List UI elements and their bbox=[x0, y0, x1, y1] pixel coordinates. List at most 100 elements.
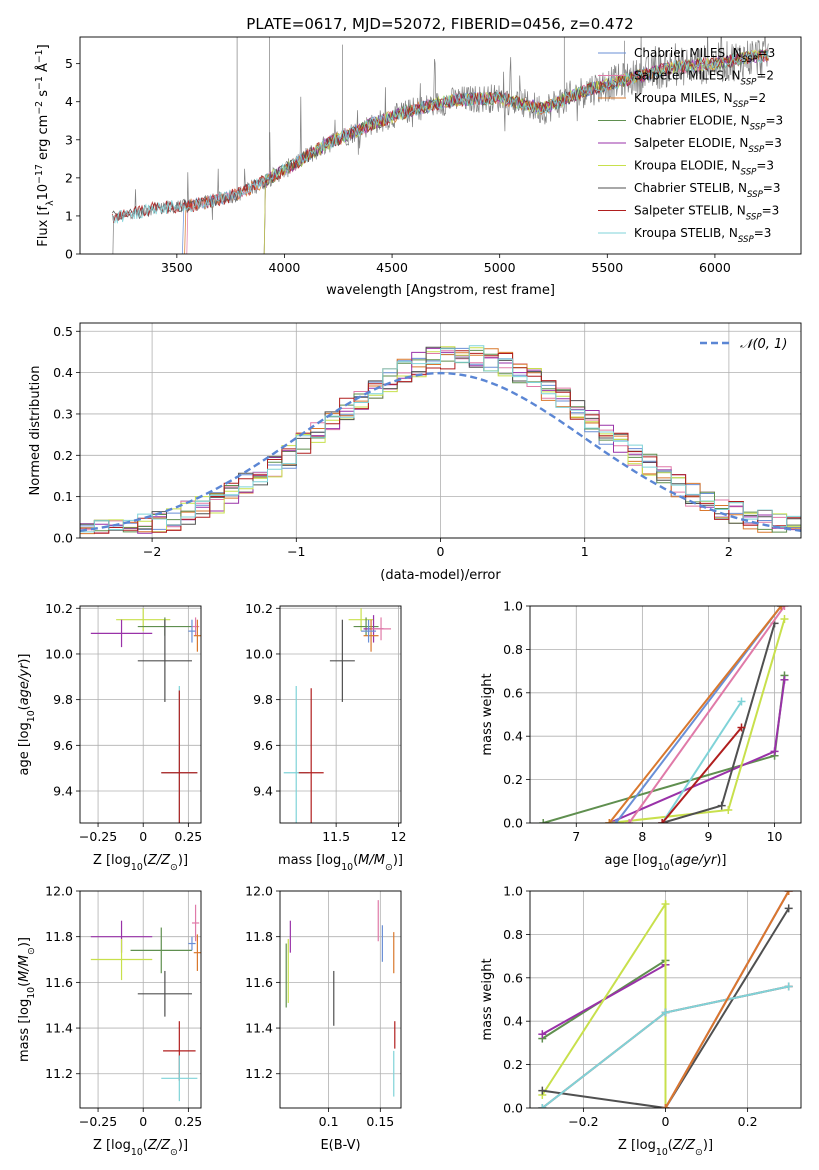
x-tick-label: 4000 bbox=[269, 260, 301, 275]
x-tick-label: 0.1 bbox=[319, 1114, 339, 1129]
y-tick-label: 10.2 bbox=[45, 601, 73, 616]
x-tick-label: 5000 bbox=[484, 260, 516, 275]
label-part: ( bbox=[17, 982, 32, 987]
errorbar-point bbox=[191, 904, 200, 942]
axes-frame bbox=[529, 890, 802, 1109]
errorbar-point bbox=[137, 970, 192, 1017]
legend-label: Kroupa MILES, NSSP=2 bbox=[634, 91, 766, 110]
weight-line-salpeter-stelib bbox=[661, 726, 743, 823]
x-tick-label: −0.25 bbox=[79, 829, 117, 844]
label-part: Kroupa ELODIE, N bbox=[634, 159, 741, 173]
errorbar-point bbox=[353, 617, 379, 636]
axes-age-vs-Z: −0.25 0 0.259.49.69.810.010.2Z [log10(Z/Z⊙… bbox=[17, 601, 202, 873]
errorbar-point bbox=[193, 619, 201, 652]
errorbar-point bbox=[188, 619, 196, 643]
label-part: Salpeter STELIB, N bbox=[634, 204, 746, 218]
spectrum-data-line bbox=[112, 37, 769, 254]
label-part: ( bbox=[143, 853, 148, 868]
x-tick-label: 0.25 bbox=[174, 829, 202, 844]
x-tick-label: 6000 bbox=[699, 260, 731, 275]
label-part: =3 bbox=[764, 136, 782, 150]
label-part: ⊙ bbox=[26, 947, 37, 955]
axes-frame bbox=[279, 890, 402, 1109]
y-tick-label: 1 bbox=[65, 208, 73, 223]
errorbar-point bbox=[193, 934, 201, 971]
label-part: 10 bbox=[26, 987, 37, 999]
x-tick-label: 9 bbox=[704, 829, 712, 844]
x-tick-label: −2 bbox=[143, 544, 161, 559]
weight-line-kroupa-miles bbox=[608, 606, 782, 823]
figure-title: PLATE=0617, MJD=52072, FIBERID=0456, z=0… bbox=[246, 15, 633, 33]
errorbar-point bbox=[371, 617, 392, 641]
label-part: age [log bbox=[17, 722, 32, 775]
label-part: 10 bbox=[658, 862, 670, 873]
x-tick-label: 0.2 bbox=[738, 1114, 758, 1129]
x-tick-label: 10 bbox=[767, 829, 783, 844]
y-tick-label: 11.8 bbox=[245, 929, 273, 944]
legend-label: Salpeter STELIB, NSSP=3 bbox=[634, 204, 779, 223]
weight-marker bbox=[780, 615, 789, 624]
errorbar-point bbox=[348, 608, 374, 632]
x-tick-label: 5500 bbox=[591, 260, 623, 275]
weight-marker bbox=[605, 819, 614, 823]
label-part: −2 bbox=[34, 101, 45, 115]
y-tick-label: 3 bbox=[65, 132, 73, 147]
y-tick-label: 9.6 bbox=[53, 738, 73, 753]
x-axis-label: age [log10(age/yr)] bbox=[604, 853, 726, 873]
x-tick-label: 4500 bbox=[376, 260, 408, 275]
weight-marker bbox=[737, 697, 746, 706]
label-part: Z/Z bbox=[147, 1138, 171, 1153]
legend-label: Chabrier ELODIE, NSSP=3 bbox=[634, 114, 783, 133]
errorbar-point bbox=[137, 619, 192, 702]
y-axis-label: Flux [fλ10−17 erg cm−2 s−1 Å−1] bbox=[34, 44, 56, 246]
x-tick-label: 7 bbox=[572, 829, 580, 844]
y-tick-label: 0.3 bbox=[53, 406, 73, 421]
label-part: )] bbox=[393, 853, 403, 868]
weight-marker bbox=[658, 819, 667, 823]
weight-marker bbox=[539, 819, 548, 823]
y-tick-label: 9.4 bbox=[253, 784, 273, 799]
errorbar-point bbox=[116, 608, 171, 632]
axes-frame bbox=[79, 890, 202, 1109]
label-part: 10 bbox=[656, 1147, 668, 1158]
label-part: )] bbox=[17, 937, 32, 947]
errorbar-point bbox=[363, 619, 379, 652]
label-part: Chabrier ELODIE, N bbox=[634, 114, 750, 128]
errorbar-point bbox=[161, 690, 198, 823]
errorbar-point bbox=[298, 688, 324, 823]
x-tick-label: 11.5 bbox=[322, 829, 350, 844]
label-part: )] bbox=[716, 853, 726, 868]
x-tick-label: 0.25 bbox=[174, 1114, 202, 1129]
weight-line-chabrier-elodie bbox=[542, 675, 786, 823]
weight-line-chabrier-stelib bbox=[542, 907, 790, 1108]
label-part: )] bbox=[178, 1138, 188, 1153]
x-tick-label: 2 bbox=[725, 544, 733, 559]
x-axis-label: Z [log10(Z/Z⊙)] bbox=[93, 1138, 188, 1158]
errorbar-point bbox=[161, 1055, 198, 1102]
y-tick-label: 0.8 bbox=[503, 927, 523, 942]
errorbar-point bbox=[90, 938, 153, 981]
weight-marker bbox=[770, 747, 779, 756]
y-tick-label: 11.6 bbox=[45, 975, 73, 990]
y-tick-label: 11.2 bbox=[245, 1066, 273, 1081]
weight-line-chabrier-elodie bbox=[541, 958, 667, 1108]
label-part: M/M bbox=[358, 853, 385, 868]
weight-marker bbox=[538, 1030, 547, 1039]
errorbar-point bbox=[90, 619, 153, 648]
label-part: ⊙ bbox=[170, 1147, 178, 1158]
label-part: −1 bbox=[34, 49, 45, 63]
label-part: 10 bbox=[131, 862, 143, 873]
label-part: SSP bbox=[748, 145, 765, 155]
label-part: ⊙ bbox=[695, 1147, 703, 1158]
model-line-kroupa-stelib bbox=[111, 50, 769, 224]
weight-line-salpeter-miles bbox=[628, 606, 786, 823]
weight-marker bbox=[737, 723, 746, 732]
grid bbox=[280, 606, 401, 823]
y-tick-label: 0.4 bbox=[53, 365, 73, 380]
label-part: Z/Z bbox=[147, 853, 171, 868]
axes-spectrum: 3500 4000 4500 5000 5500 6000 0 1 2 3 4 5 wavelength… bbox=[34, 36, 802, 298]
plot-area bbox=[283, 608, 392, 823]
y-tick-label: 0.0 bbox=[53, 531, 73, 546]
y-tick-label: 0.5 bbox=[53, 324, 73, 339]
